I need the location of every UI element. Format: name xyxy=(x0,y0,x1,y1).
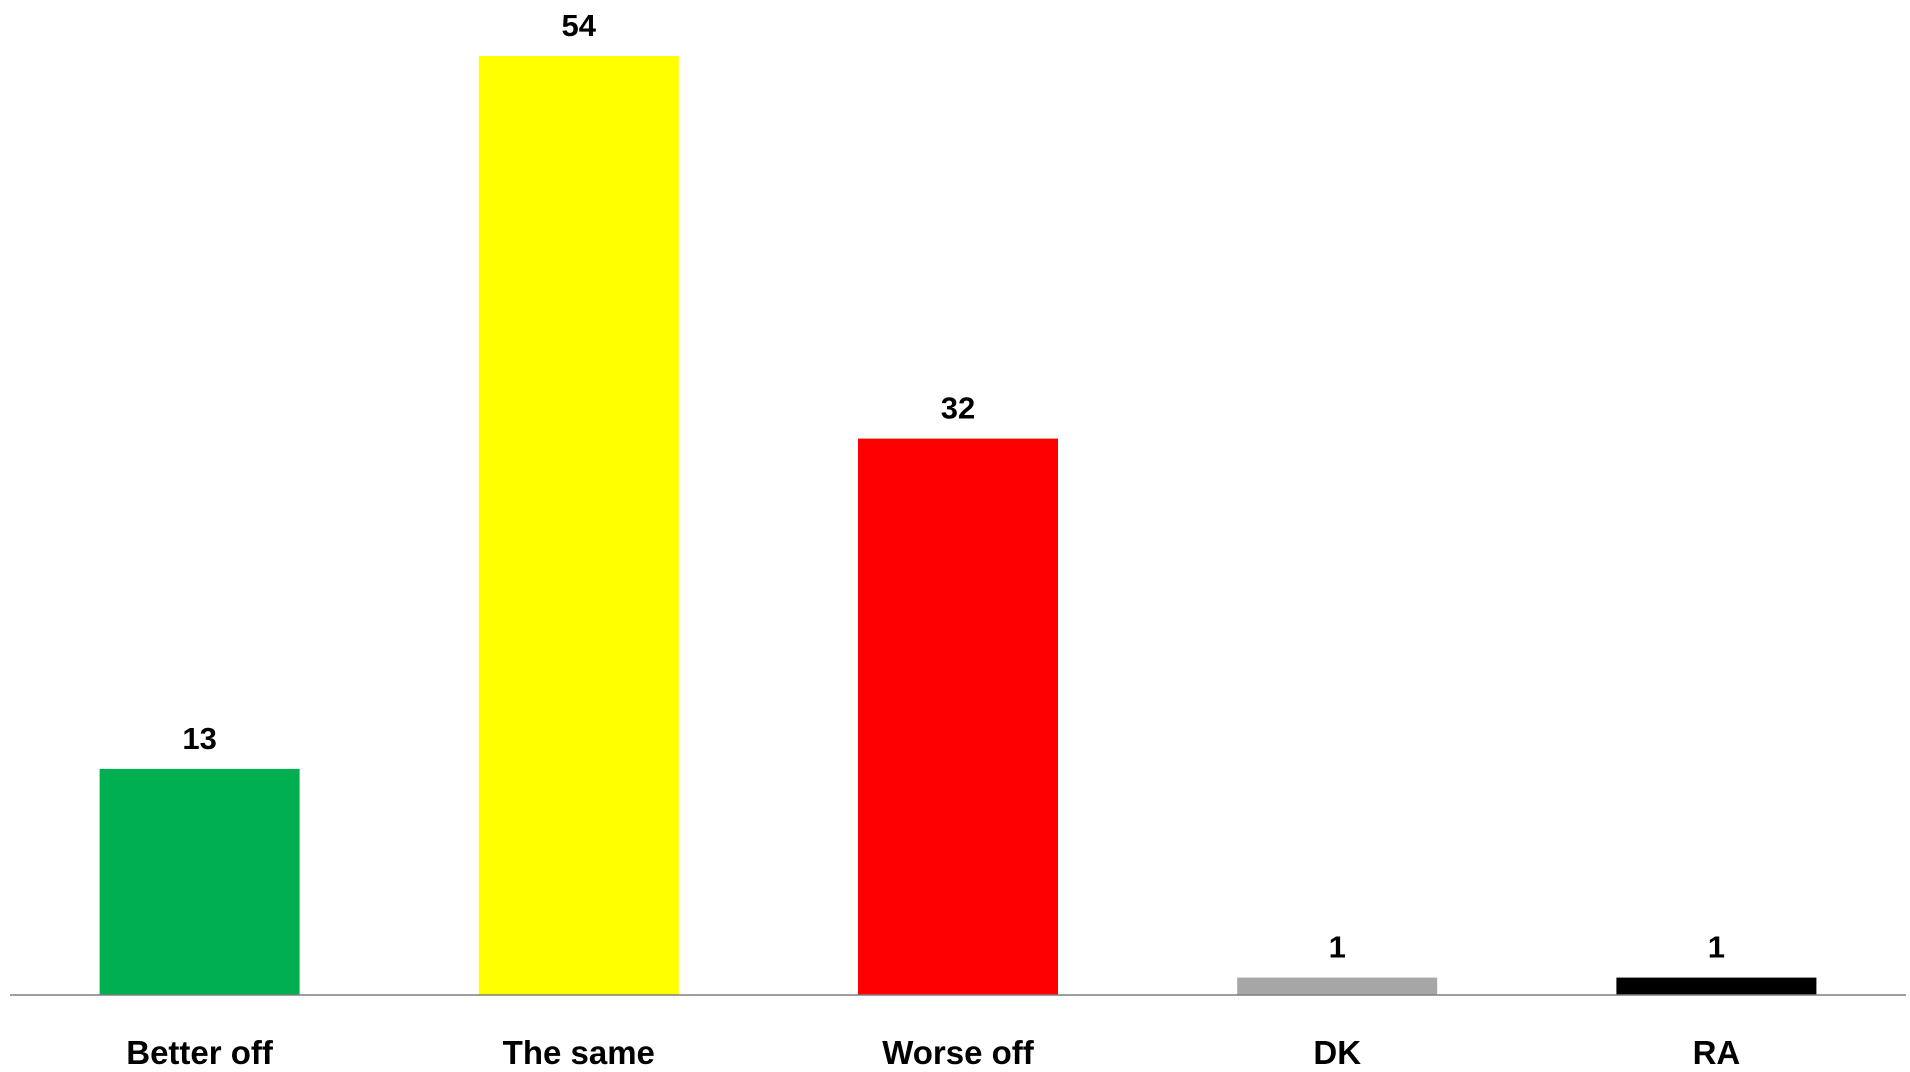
value-label-dk: 1 xyxy=(1329,930,1346,965)
x-tick-label-worse-off: Worse off xyxy=(882,1034,1035,1071)
bar-ra xyxy=(1616,977,1817,995)
bars-group xyxy=(99,56,1817,996)
value-label-worse-off: 32 xyxy=(941,391,975,426)
value-labels-group: 13 54 32 1 1 xyxy=(182,8,1725,965)
x-tick-labels-group: Better off The same Worse off DK RA xyxy=(126,1034,1740,1071)
x-tick-label-ra: RA xyxy=(1693,1034,1741,1071)
value-label-ra: 1 xyxy=(1708,930,1725,965)
bar-better-off xyxy=(99,768,300,995)
value-label-the-same: 54 xyxy=(562,8,597,43)
x-tick-label-the-same: The same xyxy=(503,1034,655,1071)
bar-dk xyxy=(1237,977,1438,995)
bar-the-same xyxy=(478,56,679,995)
bar-worse-off xyxy=(858,438,1058,996)
value-label-better-off: 13 xyxy=(182,721,216,756)
x-tick-label-dk: DK xyxy=(1313,1034,1361,1071)
x-tick-label-better-off: Better off xyxy=(126,1034,274,1071)
